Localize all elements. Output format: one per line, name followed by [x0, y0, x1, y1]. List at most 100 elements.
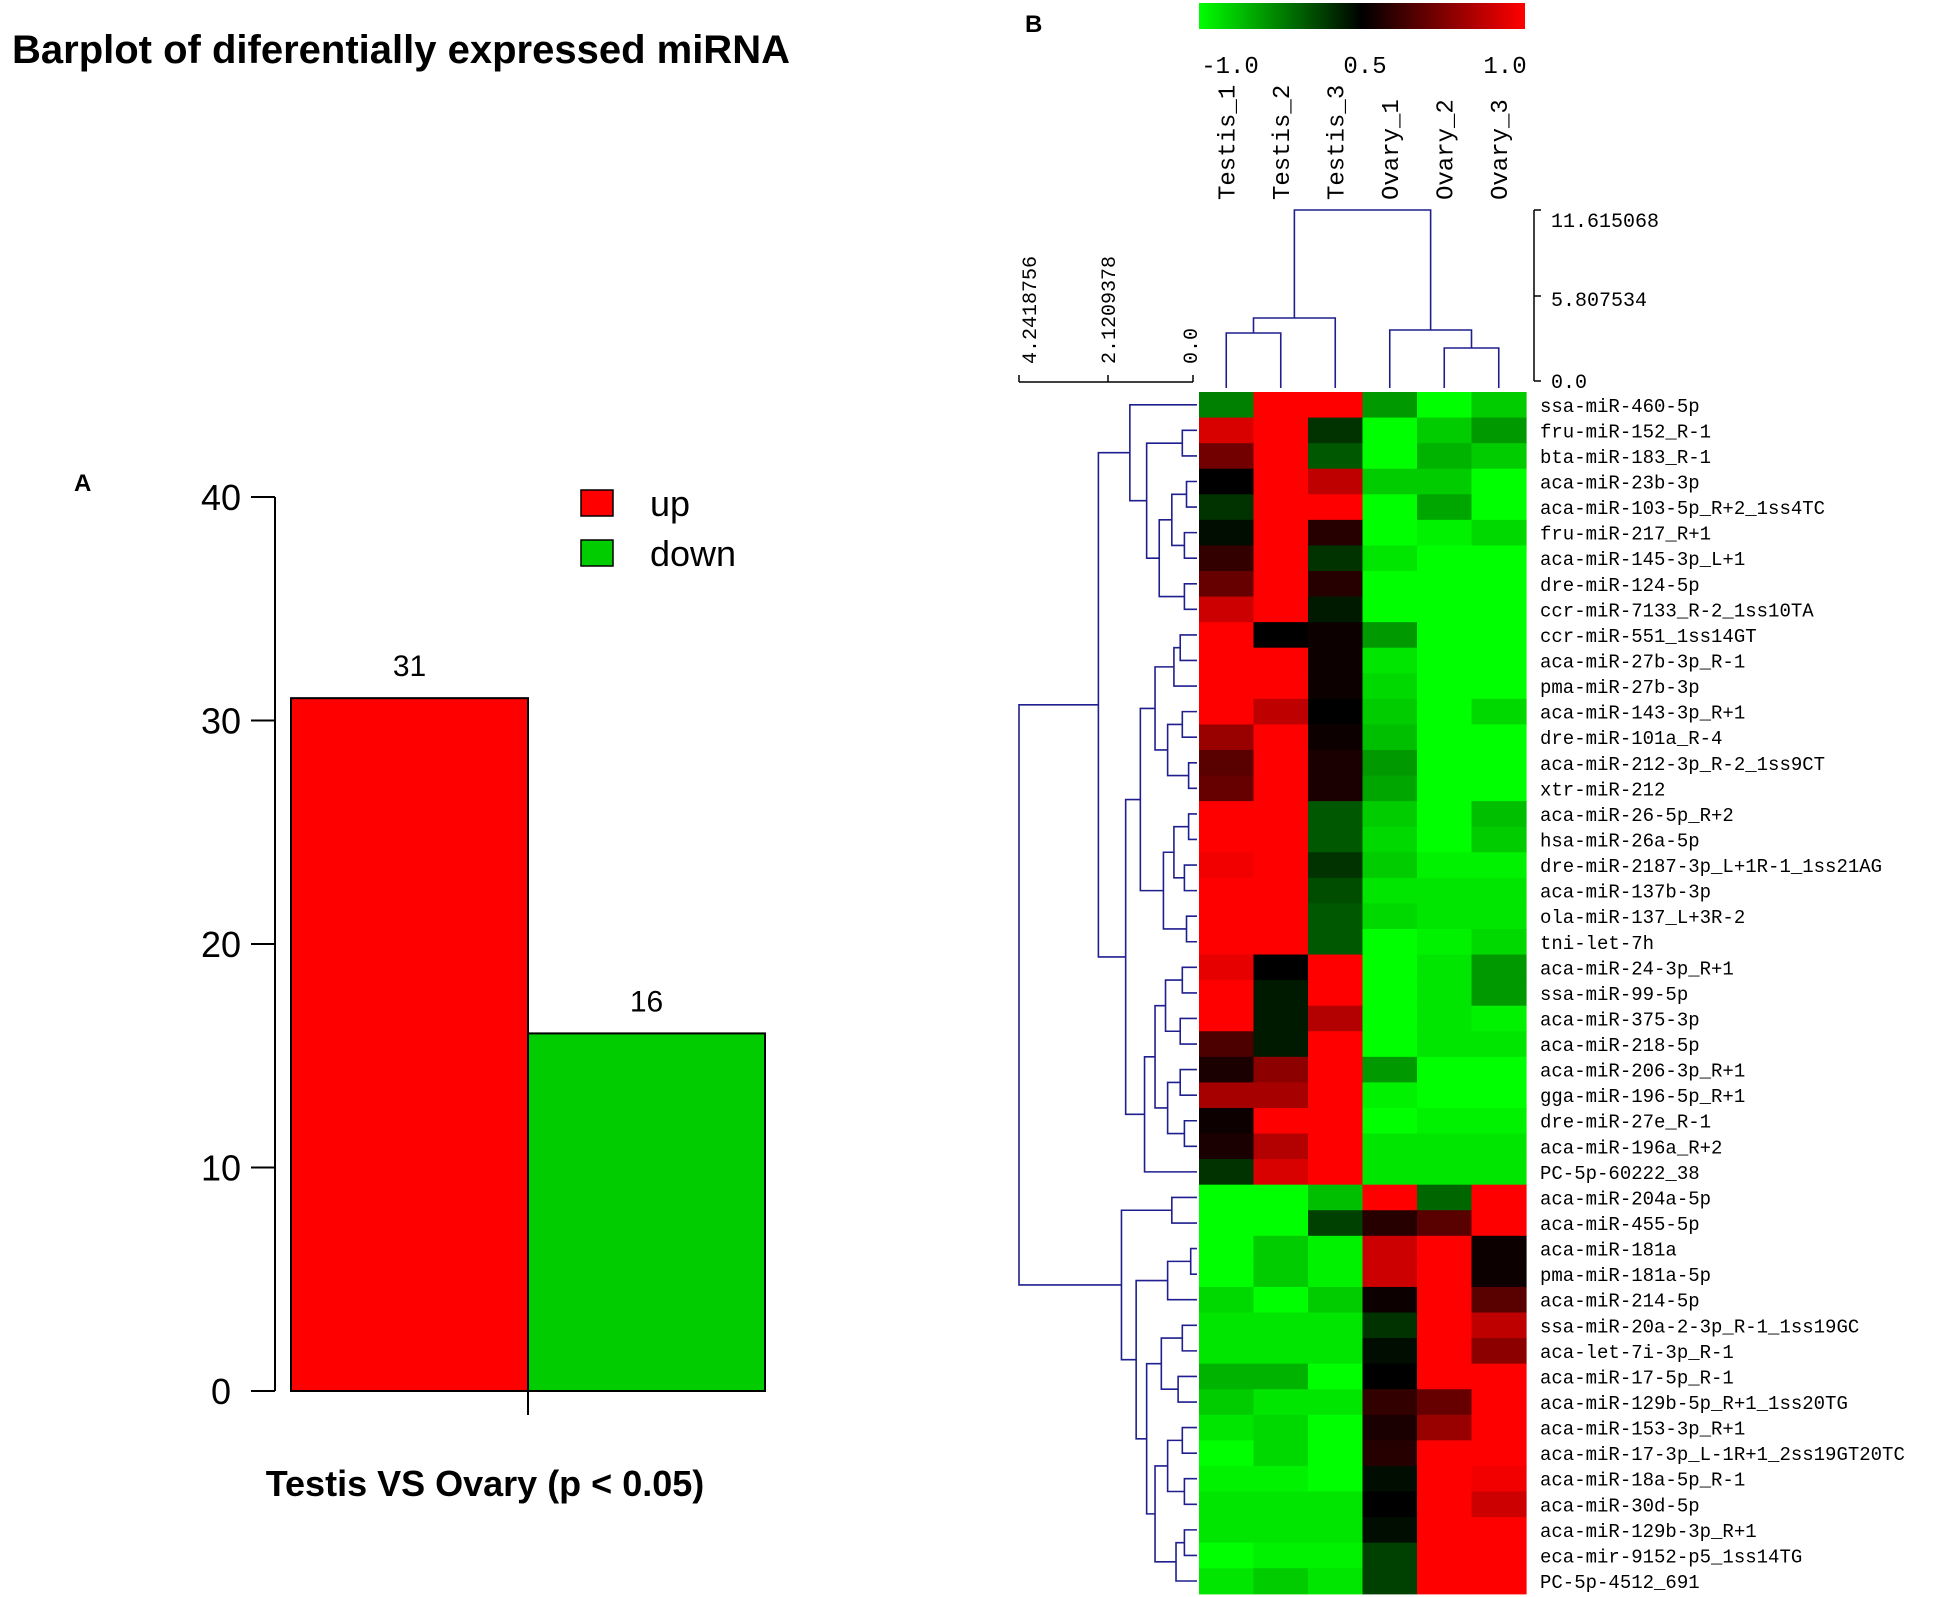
heatmap-cell — [1417, 1235, 1473, 1262]
heatmap-cell — [1308, 1542, 1364, 1569]
heatmap-cell — [1417, 622, 1473, 649]
heatmap-cells — [1199, 392, 1527, 1595]
heatmap-cell — [1471, 1491, 1527, 1518]
row-dendrogram-link — [1183, 531, 1197, 560]
row-label: gga-miR-196-5p_R+1 — [1540, 1086, 1745, 1108]
heatmap-cell — [1199, 545, 1255, 572]
heatmap-cell — [1253, 1389, 1309, 1416]
row-scale-label: 2.1209378 — [1099, 256, 1122, 364]
heatmap-cell — [1417, 801, 1473, 828]
heatmap-cell — [1471, 673, 1527, 700]
color-legend-bar — [1199, 3, 1525, 29]
bars — [290, 697, 766, 1393]
row-dendrogram-link — [1185, 915, 1197, 943]
heatmap-cell — [1253, 775, 1309, 802]
heatmap-cell — [1362, 1210, 1418, 1237]
row-label: aca-miR-30d-5p — [1540, 1495, 1700, 1517]
heatmap-cell — [1308, 801, 1364, 828]
heatmap-cell — [1253, 903, 1309, 930]
legend: up down — [580, 483, 736, 574]
heatmap-cell — [1362, 877, 1418, 904]
heatmap-cell — [1362, 749, 1418, 777]
row-label: aca-miR-181a — [1540, 1240, 1677, 1262]
heatmap-cell — [1362, 1184, 1418, 1211]
heatmap-cell — [1199, 801, 1255, 828]
heatmap-cell — [1308, 647, 1364, 674]
row-label: aca-miR-17-3p_L-1R+1_2ss19GT20TC — [1540, 1444, 1905, 1466]
heatmap-cell — [1362, 1286, 1418, 1314]
heatmap-cell — [1253, 443, 1309, 470]
heatmap-cell — [1362, 1235, 1418, 1262]
row-label: ssa-miR-99-5p — [1540, 984, 1688, 1006]
y-ticks: 0 10 20 30 40 — [201, 477, 275, 1412]
heatmap-cell — [1199, 1031, 1255, 1058]
heatmap-cell — [1362, 545, 1418, 572]
heatmap-cell — [1362, 1056, 1418, 1083]
heatmap-cell — [1199, 852, 1255, 879]
heatmap-cell — [1308, 1363, 1364, 1390]
color-legend-max-label: 1.0 — [1483, 54, 1526, 81]
heatmap-cell — [1308, 468, 1364, 495]
heatmap-cell — [1471, 1440, 1527, 1467]
heatmap-cell — [1417, 1465, 1473, 1493]
heatmap-cell — [1199, 724, 1255, 751]
heatmap-cell — [1199, 443, 1255, 470]
heatmap-cell — [1308, 903, 1364, 930]
heatmap-cell — [1253, 877, 1309, 904]
heatmap-cell — [1253, 1465, 1309, 1493]
heatmap-cell — [1253, 698, 1309, 726]
heatmap-cell — [1253, 519, 1309, 547]
heatmap-cell — [1253, 647, 1309, 674]
row-dendrogram-link — [1171, 1196, 1197, 1224]
heatmap-cell — [1253, 673, 1309, 700]
row-dendrogram-link — [1181, 429, 1197, 457]
heatmap-cell — [1362, 622, 1418, 649]
bar-down — [527, 1032, 766, 1393]
heatmap-cell — [1308, 570, 1364, 598]
row-dendrogram-link — [1135, 1279, 1168, 1440]
heatmap-cell — [1308, 673, 1364, 700]
heatmap-cell — [1199, 1107, 1255, 1135]
row-dendrogram-link — [1143, 1056, 1197, 1173]
data-labels: 31 16 — [393, 650, 663, 1018]
row-dendrogram-link — [1183, 1119, 1197, 1148]
row-dendrogram-link — [1173, 646, 1197, 687]
heatmap-cell — [1199, 468, 1255, 495]
heatmap-cell — [1253, 1517, 1309, 1544]
heatmap-cell — [1362, 1363, 1418, 1390]
heatmap-cell — [1471, 596, 1527, 623]
heatmap-cell — [1417, 417, 1473, 444]
row-scale-label: 4.2418756 — [1020, 256, 1043, 364]
row-dendrogram-link — [1179, 634, 1197, 662]
heatmap-cell — [1199, 570, 1255, 598]
heatmap-cell — [1253, 749, 1309, 777]
heatmap-cell — [1362, 519, 1418, 547]
row-dendrogram-link — [1166, 723, 1189, 777]
heatmap-cell — [1417, 519, 1473, 547]
heatmap-cell — [1417, 1286, 1473, 1314]
heatmap-cell — [1253, 1005, 1309, 1032]
heatmap-cell — [1362, 826, 1418, 853]
heatmap-cell — [1471, 1082, 1527, 1109]
heatmap-cell — [1253, 1542, 1309, 1569]
heatmap-cell — [1253, 1107, 1309, 1135]
heatmap-cell — [1417, 1159, 1473, 1186]
heatmap-cell — [1199, 1210, 1255, 1237]
heatmap-cell — [1199, 392, 1255, 419]
column-dendrogram-link — [1252, 317, 1337, 388]
heatmap-cell — [1362, 1159, 1418, 1186]
heatmap-cell — [1417, 1517, 1473, 1544]
heatmap-cell — [1308, 877, 1364, 904]
heatmap-cell — [1308, 1005, 1364, 1032]
heatmap-cell — [1471, 724, 1527, 751]
heatmap-cell — [1253, 1568, 1309, 1595]
row-label: xtr-miR-212 — [1540, 779, 1665, 801]
heatmap-cell — [1471, 801, 1527, 828]
heatmap-cell — [1308, 1056, 1364, 1083]
heatmap-cell — [1362, 775, 1418, 802]
heatmap-cell — [1253, 1414, 1309, 1441]
heatmap-cell — [1199, 1491, 1255, 1518]
row-label: PC-5p-4512_691 — [1540, 1572, 1700, 1594]
row-dendrogram-link — [1183, 864, 1197, 892]
